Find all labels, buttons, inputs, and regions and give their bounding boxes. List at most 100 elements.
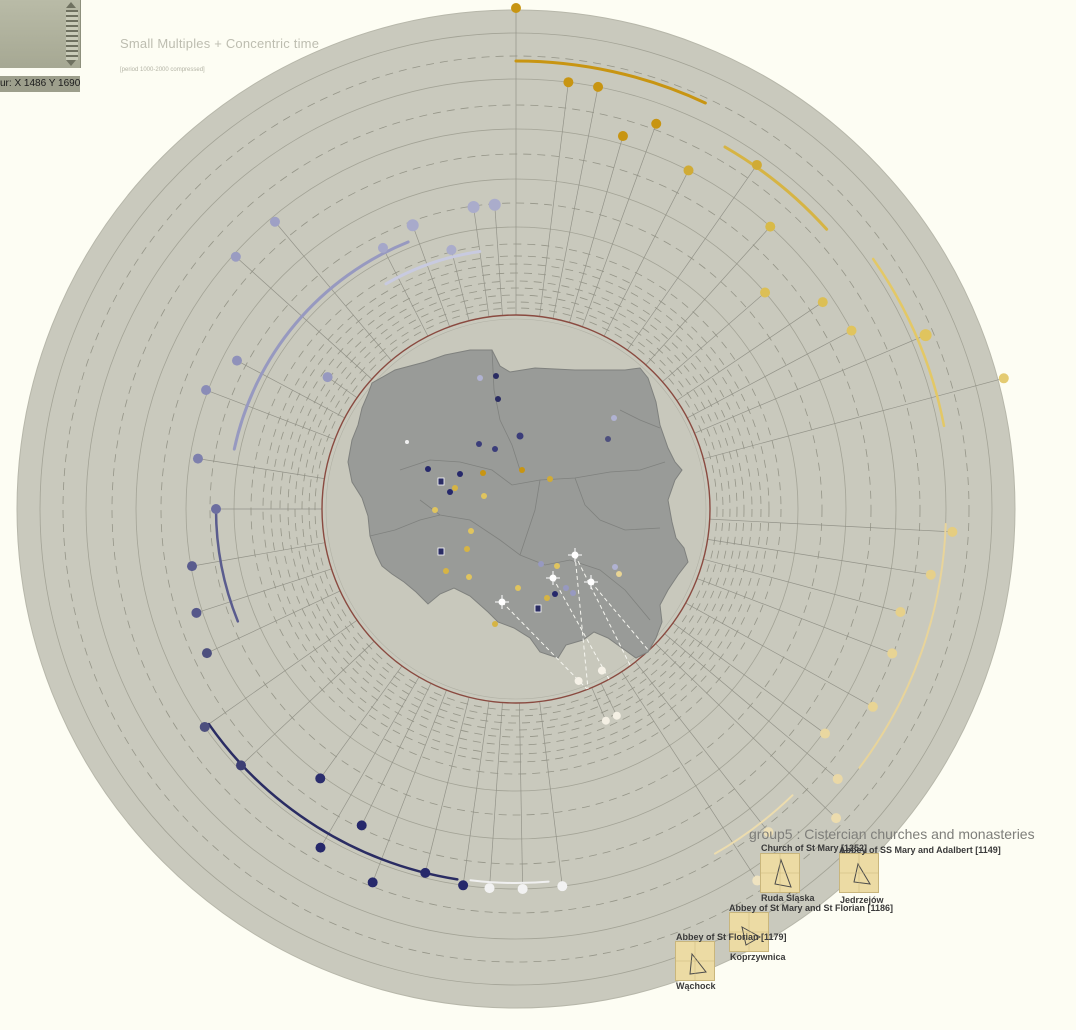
timeline-marker <box>887 648 898 659</box>
link-line <box>501 601 588 690</box>
map-site <box>544 595 550 601</box>
map-site <box>492 621 498 627</box>
map-site <box>563 585 569 591</box>
timeline-marker <box>315 842 326 853</box>
spoke-line <box>676 301 823 401</box>
spoke-line <box>191 542 326 567</box>
spoke-line <box>204 619 358 728</box>
map-site <box>481 493 487 499</box>
map-site <box>457 471 463 477</box>
map-sites[interactable] <box>405 373 622 627</box>
spoke-line <box>235 256 373 380</box>
spoke-line <box>696 578 893 654</box>
site-glyph-jedrzejow[interactable] <box>839 853 879 893</box>
scroll-grip[interactable] <box>66 10 78 60</box>
timeline-spokes <box>191 8 1004 889</box>
timeline-marker <box>651 118 662 129</box>
map-site <box>519 467 525 473</box>
spoke-line <box>626 164 758 351</box>
map-site <box>425 466 431 472</box>
spoke-line <box>569 135 624 323</box>
timeline-marker <box>919 329 932 342</box>
spoke-line <box>320 676 420 848</box>
spoke-line <box>539 701 563 887</box>
spoke-line <box>494 204 503 316</box>
spoke-line <box>197 458 325 479</box>
timeline-markers[interactable] <box>186 3 1009 894</box>
spoke-line <box>361 683 432 826</box>
map-site <box>447 489 453 495</box>
map-site <box>516 432 524 440</box>
spoke-line <box>489 702 503 889</box>
map-site <box>552 591 558 597</box>
period-arc <box>858 523 947 769</box>
timeline-marker <box>612 711 621 720</box>
timeline-marker <box>846 325 857 336</box>
period-arc <box>714 794 794 855</box>
timeline-marker <box>467 200 480 213</box>
scroll-down-icon[interactable] <box>66 60 76 66</box>
map-site <box>432 507 438 513</box>
timeline-marker <box>831 813 842 824</box>
site-place-label: Ruda Śląska <box>761 893 815 903</box>
timeline-marker <box>557 881 568 892</box>
timeline-marker <box>356 820 367 831</box>
site-square <box>534 604 542 613</box>
timeline-marker <box>597 666 606 675</box>
timeline-marker <box>192 453 203 464</box>
timeline-marker <box>947 526 958 537</box>
map-site <box>480 470 486 476</box>
spoke-line <box>196 568 332 614</box>
spoke-line <box>685 602 874 708</box>
spoke-line <box>552 86 599 319</box>
timeline-marker <box>488 198 501 211</box>
timeline-marker <box>563 77 574 88</box>
site-square <box>437 477 445 486</box>
overview-thumbnail[interactable] <box>0 0 81 68</box>
map-site <box>611 415 617 421</box>
poland-map[interactable] <box>347 349 689 659</box>
spoke-line <box>645 226 771 366</box>
spoke-line <box>539 82 569 317</box>
timeline-marker <box>186 561 197 572</box>
cursor-readout: ur: X 1486 Y 1690 <box>0 76 80 92</box>
site-glyph-wachock[interactable] <box>675 941 715 981</box>
site-glyph-koprzywnica[interactable] <box>729 912 769 952</box>
map-site <box>515 585 521 591</box>
site-glyph-icon <box>730 913 768 951</box>
timeline-marker <box>201 648 212 659</box>
timeline-marker <box>322 372 333 383</box>
highlight-cross <box>495 595 509 609</box>
timeline-marker <box>236 760 247 771</box>
timeline-marker <box>211 504 221 514</box>
scroll-up-icon[interactable] <box>66 2 76 8</box>
spoke-line <box>709 518 953 533</box>
spoke-line <box>591 687 607 721</box>
timeline-marker <box>230 251 241 262</box>
timeline-marker <box>683 165 694 176</box>
timeline-marker <box>367 877 378 888</box>
highlight-cross <box>546 571 560 585</box>
spoke-line <box>205 389 336 440</box>
site-place-label: Wąchock <box>676 981 716 991</box>
period-arc <box>232 240 410 451</box>
link-line <box>590 581 650 652</box>
spoke-line <box>382 247 429 337</box>
link-lines <box>501 554 650 690</box>
site-name-label: Abbey of St Mary and St Florian [1186] <box>729 903 894 913</box>
spoke-line <box>655 643 837 819</box>
timeline-marker <box>765 221 776 232</box>
timeline-marker <box>201 385 212 396</box>
link-line <box>574 554 589 690</box>
spoke-line <box>707 539 931 576</box>
spoke-line <box>412 225 450 327</box>
site-name-label: Abbey of St Florian [1179] <box>676 932 787 942</box>
group-title: group5 : Cistercian churches and monaste… <box>749 826 1035 842</box>
site-glyph-ruda[interactable] <box>760 853 800 893</box>
timeline-marker <box>895 607 906 618</box>
spoke-line <box>236 360 345 419</box>
timeline-marker <box>269 216 280 227</box>
spoke-line <box>600 683 618 716</box>
timeline-marker <box>406 219 419 232</box>
